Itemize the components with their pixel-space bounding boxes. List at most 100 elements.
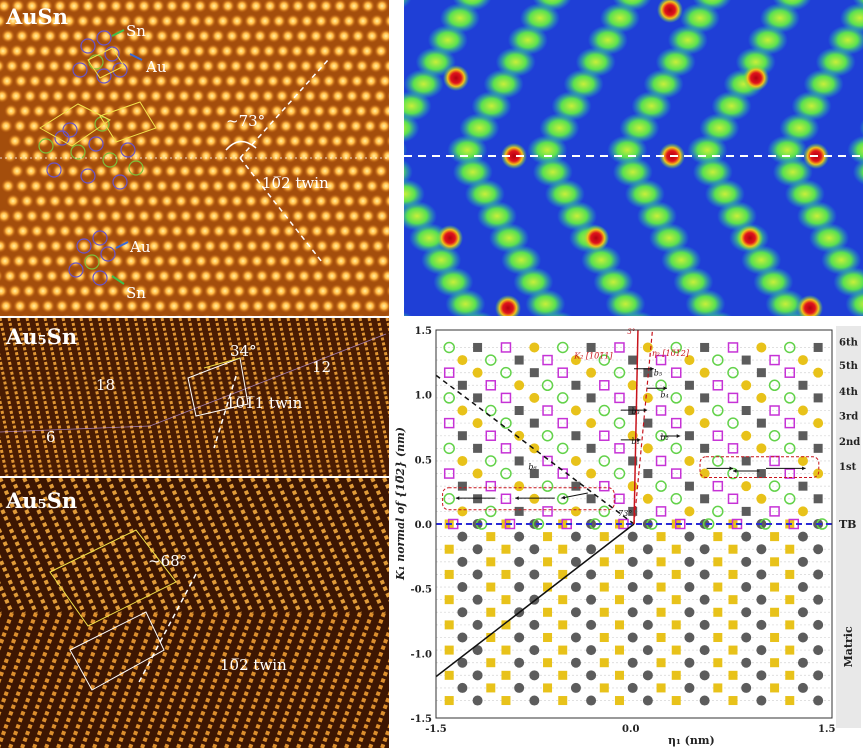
atom-marker-square [558,670,568,680]
atom-marker-square [784,468,796,479]
atom-row-twin [334,478,389,603]
panel-simulated-map [404,0,863,316]
atom-column [244,14,258,28]
atom-column [106,284,120,298]
atom-column [346,164,360,178]
atom-row-twin [250,478,314,614]
atom-column [293,299,307,313]
shuffle-arrowhead [650,366,654,371]
potential-peak [657,0,683,23]
atom-column [298,104,312,118]
atom-column [109,209,123,223]
atom-column [340,104,354,118]
atom-marker-square [728,544,738,554]
atom-column [236,254,250,268]
atom-marker-square [770,557,780,567]
atom-column [126,74,140,88]
atom-marker-circle [813,594,824,605]
atom-column [120,284,134,298]
atom-marker-circle [784,392,796,404]
atom-column [174,194,188,208]
atom-column [351,179,365,193]
atom-column [347,0,361,13]
potential-well [404,91,432,121]
atom-marker-square [813,342,823,352]
atom-column [367,149,381,163]
atom-column [118,314,128,316]
atom-marker-circle [529,519,540,529]
atom-row-matrix [296,612,350,748]
atom-column [342,14,356,28]
atom-column [205,89,219,103]
atom-marker-square [473,342,483,352]
atom-column [157,149,171,163]
atom-column [213,149,227,163]
atom-column [193,0,207,13]
atom-column [335,299,349,313]
atom-column [183,179,197,193]
atom-column [35,239,49,253]
atom-column [279,119,293,133]
atom-marker-circle [627,582,638,593]
burgers-vector-label: b₆ [528,463,537,472]
atom-column [239,29,253,43]
atom-column [226,224,240,238]
atom-marker-square [769,455,780,467]
potential-well [404,311,413,316]
atom-column [152,254,166,268]
atom-column [22,134,36,148]
atom-marker-circle [642,619,653,630]
atom-row [286,318,324,476]
burgers-vector-label: b₃ [631,407,639,416]
atom-column [16,224,30,238]
atom-row-matrix [212,612,266,748]
atom-column [322,74,336,88]
atom-row-twin [214,478,278,614]
atom-marker-circle [472,544,483,555]
atom-column [141,29,155,43]
atom-column [377,119,389,133]
atom-marker-square [813,393,823,403]
atom-column [314,14,328,28]
x-tick-label: 1.5 [818,724,835,735]
atom-marker-square [798,431,808,441]
atom-marker-square [514,456,524,466]
atom-marker-circle [784,341,796,354]
atom-marker-circle [514,632,525,643]
atom-column [20,194,34,208]
atom-column [192,44,206,58]
atom-column [220,164,234,178]
atom-row-twin [370,478,389,522]
atom-marker-circle [485,505,497,518]
atom-row [214,318,252,476]
atom-marker-square [656,582,666,592]
atom-marker-circle [699,367,710,378]
atom-column [145,59,159,73]
atom-marker-circle [570,405,581,416]
atom-marker-square [457,431,467,441]
atom-column [197,179,211,193]
atom-column [98,74,112,88]
atom-column [357,239,371,253]
burgers-vector-label: b₁ [631,437,639,446]
atom-column [276,44,290,58]
shuffle-arrowhead [643,408,648,413]
atom-column [49,239,63,253]
atom-column [53,0,67,13]
atom-marker-circle [642,443,653,454]
atom-column [228,104,242,118]
atom-marker-square [444,645,454,655]
atom-column [204,284,218,298]
atom-marker-square [500,493,512,505]
atom-column [342,314,352,316]
atom-column [212,224,226,238]
atom-column [221,209,235,223]
atom-marker-square [798,481,808,491]
atom-row [88,318,126,476]
atom-marker-circle [529,670,540,681]
atom-marker-circle [514,582,525,593]
atom-column [37,89,51,103]
atom-column [110,254,124,268]
atom-column [123,0,137,13]
atom-column [97,299,111,313]
